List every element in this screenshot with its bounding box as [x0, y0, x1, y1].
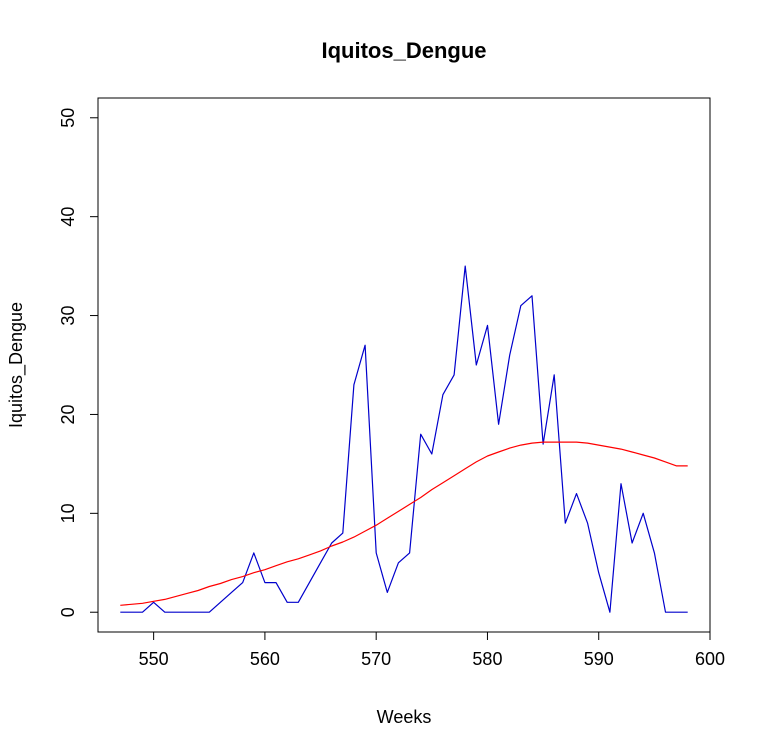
x-tick-label: 570 — [361, 649, 391, 669]
x-tick-label: 600 — [695, 649, 725, 669]
y-tick-label: 0 — [58, 607, 78, 617]
plot-frame — [97, 97, 711, 633]
y-axis-label: Iquitos_Dengue — [6, 302, 27, 428]
y-tick-label: 30 — [58, 306, 78, 326]
series-line-observed — [120, 265, 688, 613]
series-group — [120, 265, 688, 613]
y-tick-label: 50 — [58, 108, 78, 128]
x-tick-label: 550 — [139, 649, 169, 669]
x-tick-label: 580 — [472, 649, 502, 669]
chart-title: Iquitos_Dengue — [321, 38, 486, 63]
x-tick-label: 560 — [250, 649, 280, 669]
x-axis-label: Weeks — [377, 707, 432, 727]
x-axis: 550 560 570 580 590 600 — [139, 631, 725, 669]
y-axis: 0 10 20 30 40 50 — [58, 108, 99, 617]
y-tick-label: 40 — [58, 207, 78, 227]
x-tick-label: 590 — [584, 649, 614, 669]
y-tick-label: 20 — [58, 404, 78, 424]
y-tick-label: 10 — [58, 503, 78, 523]
series-line-fitted — [120, 441, 688, 606]
